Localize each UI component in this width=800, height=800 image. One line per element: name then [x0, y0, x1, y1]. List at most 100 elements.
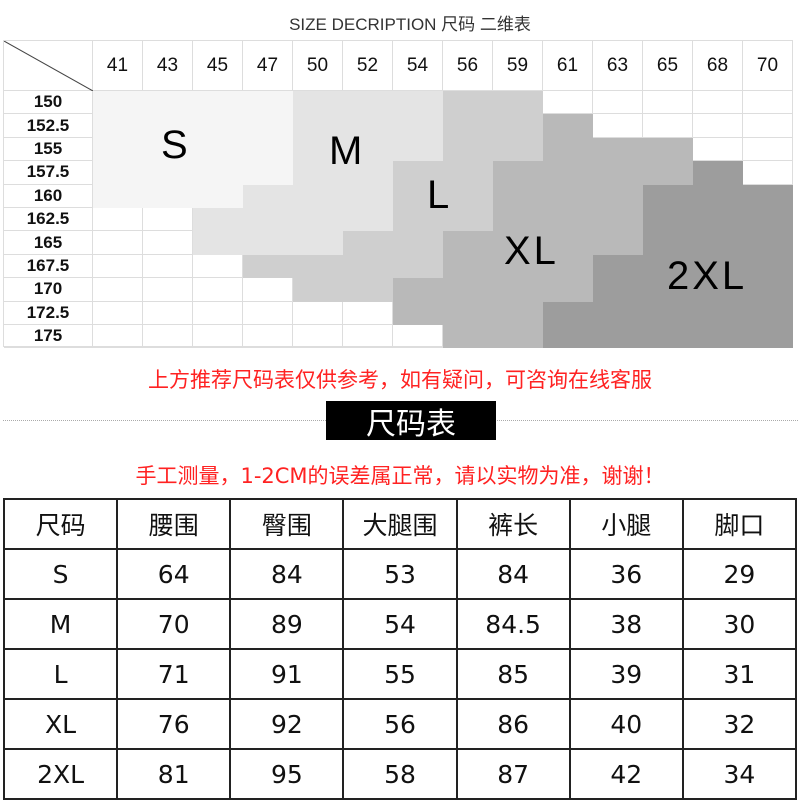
grid-cell [293, 231, 343, 255]
grid-cell [143, 231, 193, 255]
grid-cell [293, 325, 343, 349]
grid-cell [743, 325, 793, 349]
waist-header: 59 [493, 41, 543, 91]
grid-cell [743, 137, 793, 162]
grid-cell [543, 91, 593, 115]
grid-cell [543, 137, 593, 162]
waist-header: 47 [243, 41, 293, 91]
size-table-badge: 尺码表 [326, 401, 496, 442]
table-cell: 89 [229, 598, 345, 650]
grid-cell [243, 254, 293, 279]
grid-cell [343, 114, 393, 138]
grid-cell [443, 325, 493, 349]
table-cell: 38 [568, 598, 684, 650]
grid-cell [93, 91, 143, 115]
waist-header: 41 [93, 41, 143, 91]
grid-cell [593, 161, 643, 185]
grid-cell [643, 91, 693, 115]
table-cell: 84 [229, 548, 345, 600]
grid-cell [693, 137, 743, 162]
grid-cell [193, 137, 243, 162]
grid-cell [743, 161, 793, 185]
grid-cell [93, 161, 143, 185]
grid-cell [543, 161, 593, 185]
grid-cell [293, 254, 343, 279]
grid-cell [643, 254, 693, 279]
grid-cell [493, 231, 543, 255]
grid-cell [493, 301, 543, 325]
grid-cell [243, 184, 293, 208]
grid-cell [93, 254, 143, 279]
table-cell: 39 [568, 648, 684, 700]
table-row: M 70 89 54 84.5 38 30 [2, 598, 798, 650]
table-row: 2XL 81 95 58 87 42 34 [2, 748, 798, 800]
grid-cell [443, 278, 493, 302]
table-cell: 30 [681, 598, 798, 650]
grid-cell [443, 161, 493, 185]
grid-cell [693, 325, 743, 349]
height-header: 165 [4, 231, 93, 255]
waist-header: 43 [143, 41, 193, 91]
size-region-label: S [161, 123, 191, 167]
grid-cell [543, 114, 593, 138]
header-cell: 大腿围 [342, 498, 458, 550]
grid-cell [493, 208, 543, 232]
grid-cell [293, 137, 343, 162]
height-header: 152.5 [4, 114, 93, 138]
grid-cell [393, 254, 443, 279]
grid-cell [443, 114, 493, 138]
table-row: XL 76 92 56 86 40 32 [2, 698, 798, 750]
grid-cell [393, 184, 443, 208]
grid-cell [343, 231, 393, 255]
size-region-label: L [427, 173, 453, 217]
waist-header: 63 [593, 41, 643, 91]
corner-cell [3, 40, 94, 92]
grid-cell [393, 231, 443, 255]
grid-cell [343, 137, 393, 162]
grid-cell [693, 254, 743, 279]
grid-cell [543, 301, 593, 325]
grid-cell [593, 278, 643, 302]
table-cell: 85 [455, 648, 571, 700]
grid-cell [143, 137, 193, 162]
grid-cell [343, 278, 393, 302]
table-cell: 64 [116, 548, 232, 600]
table-cell: 42 [568, 748, 684, 800]
waist-header: 50 [293, 41, 343, 91]
grid-cell [93, 325, 143, 349]
table-cell: M [2, 598, 119, 650]
grid-cell [593, 114, 643, 138]
grid-cell [193, 231, 243, 255]
grid-cell [543, 231, 593, 255]
grid-cell [293, 278, 343, 302]
grid-cell [293, 161, 343, 185]
grid-cell [543, 184, 593, 208]
grid-cell [493, 161, 543, 185]
grid-cell [693, 91, 743, 115]
grid-cell [193, 301, 243, 325]
table-cell: 32 [681, 698, 798, 750]
grid-cell [193, 91, 243, 115]
grid-cell [443, 184, 493, 208]
table-cell: 70 [116, 598, 232, 650]
grid-cell [93, 208, 143, 232]
grid-cell [493, 254, 543, 279]
header-cell: 小腿 [568, 498, 684, 550]
grid-cell [343, 91, 393, 115]
grid-cell [543, 278, 593, 302]
grid-cell [493, 137, 543, 162]
waist-header: 54 [393, 41, 443, 91]
waist-header: 70 [743, 41, 793, 91]
grid-cell [693, 114, 743, 138]
grid-cell [693, 161, 743, 185]
table-cell: 2XL [2, 748, 119, 800]
notice-reference: 上方推荐尺码表仅供参考，如有疑问，可咨询在线客服 [148, 368, 652, 392]
grid-cell [393, 278, 443, 302]
grid-cell [693, 231, 743, 255]
height-header: 162.5 [4, 208, 93, 232]
grid-cell [93, 184, 143, 208]
grid-cell [243, 137, 293, 162]
grid-cell [443, 137, 493, 162]
table-cell: 53 [342, 548, 458, 600]
grid-cell [643, 208, 693, 232]
